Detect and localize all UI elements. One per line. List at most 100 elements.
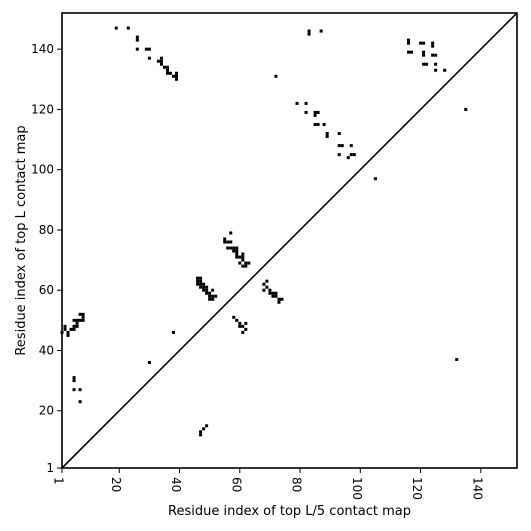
contact-point [262, 288, 266, 292]
x-tick-label: 80 [290, 477, 304, 492]
contact-point [147, 47, 151, 51]
x-tick-label: 1 [52, 477, 66, 485]
contact-point [208, 294, 212, 298]
contact-point [205, 285, 209, 289]
contact-point [229, 231, 233, 235]
contact-point [205, 424, 209, 428]
contact-point [295, 101, 299, 105]
contact-point [144, 47, 148, 51]
contact-point [422, 50, 426, 54]
contact-point [66, 330, 70, 334]
contact-point [214, 294, 218, 298]
contact-point [202, 285, 206, 289]
contact-point [78, 318, 82, 322]
x-tick-label: 100 [350, 477, 364, 500]
contact-point [196, 276, 200, 280]
contact-point [268, 288, 272, 292]
plot-frame [61, 12, 518, 469]
contact-point [235, 252, 239, 256]
contact-point [316, 122, 320, 126]
contact-point [407, 41, 411, 45]
contact-point [337, 132, 341, 136]
contact-point [72, 327, 76, 331]
contact-point [199, 285, 203, 289]
contact-point [72, 376, 76, 380]
contact-point [114, 26, 118, 30]
contact-point [325, 135, 329, 139]
contact-point [75, 318, 79, 322]
y-tick-label: 60 [39, 283, 54, 297]
contact-point [135, 35, 139, 39]
contact-point [196, 282, 200, 286]
contact-point [232, 315, 236, 319]
contact-point [325, 132, 329, 136]
contact-point [235, 318, 239, 322]
x-tick-label: 20 [109, 477, 123, 492]
contact-point [313, 110, 317, 114]
y-tick-label: 80 [39, 223, 54, 237]
contact-point [271, 291, 275, 295]
contact-point [202, 288, 206, 292]
contact-point [434, 53, 438, 57]
contact-point [202, 427, 206, 431]
contact-point [373, 177, 377, 181]
contact-point [304, 110, 308, 114]
contact-point [407, 50, 411, 54]
contact-point [223, 240, 227, 244]
contact-point [232, 246, 236, 250]
contact-point [165, 68, 169, 72]
contact-point [78, 388, 82, 392]
contact-point [304, 101, 308, 105]
contact-point [199, 276, 203, 280]
contact-point [307, 32, 311, 36]
contact-point [322, 122, 326, 126]
contact-point [265, 285, 269, 289]
y-tick-label: 1 [46, 461, 54, 475]
contact-point [229, 246, 233, 250]
contact-point [271, 294, 275, 298]
contact-point [156, 59, 160, 63]
contact-point [78, 312, 82, 316]
y-tick-label: 20 [39, 404, 54, 418]
contact-point [126, 26, 130, 30]
contact-point [277, 300, 281, 304]
contact-point [223, 237, 227, 241]
contact-point [226, 240, 230, 244]
contact-point [162, 65, 166, 69]
contact-point [464, 107, 468, 111]
contact-point [410, 50, 414, 54]
contact-point [244, 321, 248, 325]
contact-point [229, 240, 233, 244]
contact-point [205, 291, 209, 295]
x-tick-label: 40 [169, 477, 183, 492]
contact-point [81, 312, 85, 316]
contact-point [78, 400, 82, 404]
contact-point [135, 47, 139, 51]
contact-point [307, 29, 311, 33]
contact-point [75, 324, 79, 328]
contact-point [337, 153, 341, 157]
contact-point [81, 315, 85, 319]
contact-point [81, 318, 85, 322]
contact-point [268, 291, 272, 295]
contact-point [199, 282, 203, 286]
contact-point [241, 330, 245, 334]
contact-point [274, 291, 278, 295]
contact-point [175, 74, 179, 78]
contact-point [75, 321, 79, 325]
contact-point [407, 38, 411, 42]
contact-point [431, 44, 435, 48]
contact-point [205, 288, 209, 292]
contact-point [159, 56, 163, 60]
contact-point [265, 279, 269, 283]
x-axis-label: Residue index of top L/5 contact map [168, 504, 411, 519]
contact-point [208, 291, 212, 295]
contact-point [208, 297, 212, 301]
contact-point [241, 324, 245, 328]
diagonal-line [61, 12, 518, 469]
contact-point [337, 144, 341, 148]
contact-point [352, 153, 356, 157]
contact-point [422, 62, 426, 66]
y-tick-label: 140 [31, 42, 54, 56]
contact-point [244, 264, 248, 268]
